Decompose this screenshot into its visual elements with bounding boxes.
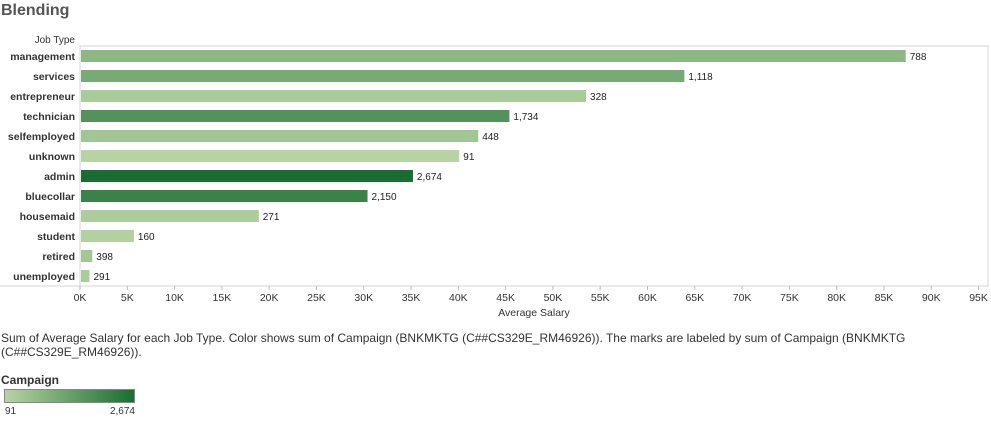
bar <box>81 170 413 182</box>
data-label: 291 <box>93 272 110 283</box>
x-tick-label: 60K <box>638 292 657 304</box>
category-label: unknown <box>29 151 75 163</box>
y-axis-label: Job Type <box>35 35 76 46</box>
data-label: 2,150 <box>372 192 397 203</box>
data-label: 1,734 <box>513 112 538 123</box>
category-label: housemaid <box>20 211 75 223</box>
bar <box>81 130 479 142</box>
x-tick-label: 10K <box>165 292 184 304</box>
bar <box>81 90 587 102</box>
x-tick-label: 20K <box>260 292 279 304</box>
chart-title: Blending <box>1 2 70 19</box>
category-label: retired <box>42 251 75 263</box>
x-tick-label: 90K <box>922 292 941 304</box>
data-label: 788 <box>910 52 927 63</box>
x-tick-label: 0K <box>74 292 87 304</box>
x-tick-label: 85K <box>875 292 894 304</box>
x-tick-label: 40K <box>449 292 468 304</box>
bar <box>81 110 510 122</box>
category-label: admin <box>44 171 75 183</box>
category-label: management <box>10 51 75 63</box>
category-label: unemployed <box>13 271 75 283</box>
category-label: student <box>37 231 75 243</box>
data-label: 160 <box>138 232 155 243</box>
x-tick-label: 25K <box>307 292 326 304</box>
data-label: 448 <box>482 132 499 143</box>
x-tick-label: 55K <box>591 292 610 304</box>
data-label: 2,674 <box>417 172 442 183</box>
bar <box>81 150 460 162</box>
bar <box>81 230 134 242</box>
legend-color-ramp <box>4 389 135 403</box>
data-label: 328 <box>590 92 607 103</box>
bar <box>81 250 93 262</box>
bar <box>81 190 368 202</box>
bar <box>81 210 259 222</box>
x-tick-label: 30K <box>354 292 373 304</box>
x-tick-label: 45K <box>496 292 515 304</box>
x-tick-label: 95K <box>969 292 988 304</box>
category-label: technician <box>23 111 75 123</box>
x-axis-label: Average Salary <box>498 307 570 319</box>
bar-chart: Job Type management 788 services 1,118 entrep… <box>0 35 989 319</box>
legend-title: Campaign <box>1 373 60 387</box>
legend-min-label: 91 <box>5 406 17 417</box>
data-label: 271 <box>263 212 280 223</box>
bar <box>81 50 906 62</box>
category-label: services <box>33 71 75 83</box>
x-tick-label: 50K <box>544 292 563 304</box>
category-label: entrepreneur <box>10 91 75 103</box>
legend-max-label: 2,674 <box>109 406 135 417</box>
x-tick-label: 5K <box>121 292 134 304</box>
category-label: selfemployed <box>8 131 75 143</box>
x-tick-label: 80K <box>827 292 846 304</box>
bar <box>81 70 685 82</box>
x-tick-label: 75K <box>780 292 799 304</box>
chart-caption: Sum of Average Salary for each Job Type.… <box>1 331 906 359</box>
x-tick-label: 35K <box>402 292 421 304</box>
x-tick-label: 15K <box>213 292 232 304</box>
data-label: 91 <box>463 152 475 163</box>
x-tick-label: 65K <box>685 292 704 304</box>
bar <box>81 270 90 282</box>
category-label: bluecollar <box>25 191 75 203</box>
data-label: 398 <box>96 252 113 263</box>
data-label: 1,118 <box>688 72 713 83</box>
x-tick-label: 70K <box>733 292 752 304</box>
